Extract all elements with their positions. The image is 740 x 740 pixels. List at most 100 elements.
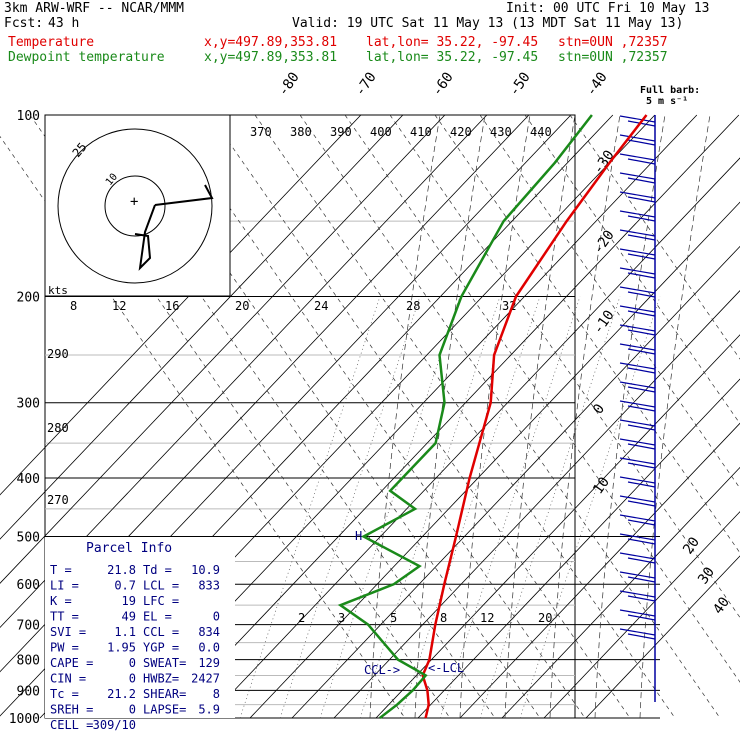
parcel-row-value: 21.2 bbox=[107, 687, 136, 701]
mixing-ratio-label-20: 20 bbox=[235, 299, 249, 313]
wind-barb bbox=[619, 381, 656, 393]
parcel-row-value: 0 bbox=[129, 656, 136, 670]
isotherm bbox=[585, 555, 740, 719]
moist-adiabat bbox=[414, 114, 486, 719]
parcel-row-value: 1.1 bbox=[114, 625, 136, 639]
wind-barb bbox=[619, 286, 656, 298]
wind-barb bbox=[619, 457, 656, 469]
series-temperature bbox=[421, 114, 648, 719]
pressure-label-900: 900 bbox=[17, 684, 40, 699]
dew-xy: x,y=497.89,353.81 bbox=[204, 50, 338, 65]
isotherm-label--80: -80 bbox=[275, 69, 303, 99]
wind-barb bbox=[619, 210, 656, 222]
wind-barb bbox=[619, 571, 656, 583]
moist-adiabat bbox=[504, 114, 576, 719]
parcel-row-label2: YGP = bbox=[143, 641, 179, 655]
parcel-row-value: 19 bbox=[122, 594, 136, 608]
parcel-row-value2: 10.9 bbox=[191, 563, 220, 577]
wind-barb bbox=[619, 438, 656, 450]
parcel-row-label: T = bbox=[50, 563, 72, 577]
pressure-label-400: 400 bbox=[17, 472, 40, 487]
isotherm bbox=[207, 157, 740, 719]
pressure-label-800: 800 bbox=[17, 654, 40, 669]
wind-barb bbox=[619, 495, 656, 507]
parcel-row-value: 1.95 bbox=[107, 641, 136, 655]
parcel-row-label2: EL = bbox=[143, 610, 172, 624]
parcel-row-label: CELL = bbox=[50, 718, 93, 732]
wind-barb bbox=[619, 628, 656, 640]
pressure-label-1000: 1000 bbox=[9, 712, 40, 727]
dry-adiabat bbox=[434, 114, 740, 554]
moist-adiabat bbox=[369, 114, 441, 719]
isotherm bbox=[459, 422, 740, 719]
moist-adiabat bbox=[459, 114, 531, 719]
wind-barb bbox=[619, 134, 656, 146]
theta-label-270: 270 bbox=[47, 493, 69, 507]
mixing-ratio-label-8: 8 bbox=[70, 299, 77, 313]
parcel-row-label2: LAPSE= bbox=[143, 703, 186, 717]
isotherm bbox=[0, 114, 404, 540]
mixing-ratio-label-low-3: 3 bbox=[338, 611, 345, 625]
wind-barb bbox=[619, 153, 656, 165]
parcel-row-label: CIN = bbox=[50, 672, 86, 686]
model-title: 3km ARW-WRF -- NCAR/MMM bbox=[4, 1, 185, 16]
isotherm bbox=[0, 114, 446, 584]
parcel-row-value: 309/10 bbox=[93, 718, 136, 732]
parcel-row-label2: LCL = bbox=[143, 579, 179, 593]
theta-label-280: 280 bbox=[47, 421, 69, 435]
mixing-ratio-label-low-20: 20 bbox=[538, 611, 552, 625]
wind-barb bbox=[619, 343, 656, 355]
parcel-row-label: SREH = bbox=[50, 703, 93, 717]
wind-barb bbox=[619, 514, 656, 526]
theta-e-label-430: 430 bbox=[490, 125, 512, 139]
wind-barb bbox=[619, 248, 656, 260]
parcel-row-value: 0.7 bbox=[114, 579, 136, 593]
parcel-row-label2: SHEAR= bbox=[143, 687, 186, 701]
parcel-row-value2: 5.9 bbox=[198, 703, 220, 717]
theta-e-label-370: 370 bbox=[250, 125, 272, 139]
isotherm bbox=[417, 378, 740, 719]
wind-barb bbox=[619, 419, 656, 431]
hodograph-center-icon: + bbox=[130, 194, 138, 210]
isotherm-label-0: 0 bbox=[590, 401, 608, 417]
series-dewpoint-temperature bbox=[337, 114, 593, 719]
wind-barb bbox=[619, 476, 656, 488]
isotherm bbox=[501, 466, 740, 719]
parcel-row-value: 0 bbox=[129, 703, 136, 717]
parcel-row-value2: 833 bbox=[198, 579, 220, 593]
parcel-row-value2: 8 bbox=[213, 687, 220, 701]
isotherm-label-40: 40 bbox=[710, 594, 733, 617]
wind-barb bbox=[619, 400, 656, 412]
pressure-label-500: 500 bbox=[17, 530, 40, 545]
hodograph-frame bbox=[44, 114, 231, 297]
dry-adiabat bbox=[299, 114, 721, 719]
dry-adiabat bbox=[389, 114, 740, 619]
dewpoint-legend: Dewpoint temperature bbox=[8, 50, 165, 65]
wind-barb bbox=[619, 533, 656, 545]
dry-adiabat bbox=[569, 114, 740, 360]
parcel-row-label2: HWBZ= bbox=[143, 672, 179, 686]
temperature-legend: Temperature bbox=[8, 35, 95, 50]
parcel-row-label: TT = bbox=[50, 610, 79, 624]
pressure-label-300: 300 bbox=[17, 397, 40, 412]
isotherm-label--20: -20 bbox=[590, 227, 618, 257]
isotherm-label-30: 30 bbox=[695, 564, 718, 587]
mixing-ratio-label-low-5: 5 bbox=[390, 611, 397, 625]
theta-e-label-420: 420 bbox=[450, 125, 472, 139]
wind-barb bbox=[619, 590, 656, 602]
forecast-label: Fcst: bbox=[4, 16, 44, 31]
parcel-row-label2: LFC = bbox=[143, 594, 179, 608]
parcel-row-label: Tc = bbox=[50, 687, 79, 701]
parcel-row-label2: CCL = bbox=[143, 625, 179, 639]
dry-adiabat bbox=[164, 114, 586, 719]
temp-station: stn=0UN ,72357 bbox=[558, 35, 668, 50]
mixing-ratio-label-24: 24 bbox=[314, 299, 328, 313]
isotherm-label--50: -50 bbox=[506, 69, 534, 99]
wind-barb bbox=[619, 324, 656, 336]
mixing-ratio-label-low-2: 2 bbox=[298, 611, 305, 625]
isotherm bbox=[375, 334, 740, 719]
parcel-row-value2: 129 bbox=[198, 656, 220, 670]
dew-station: stn=0UN ,72357 bbox=[558, 50, 668, 65]
hodograph-ring-10 bbox=[104, 175, 166, 237]
